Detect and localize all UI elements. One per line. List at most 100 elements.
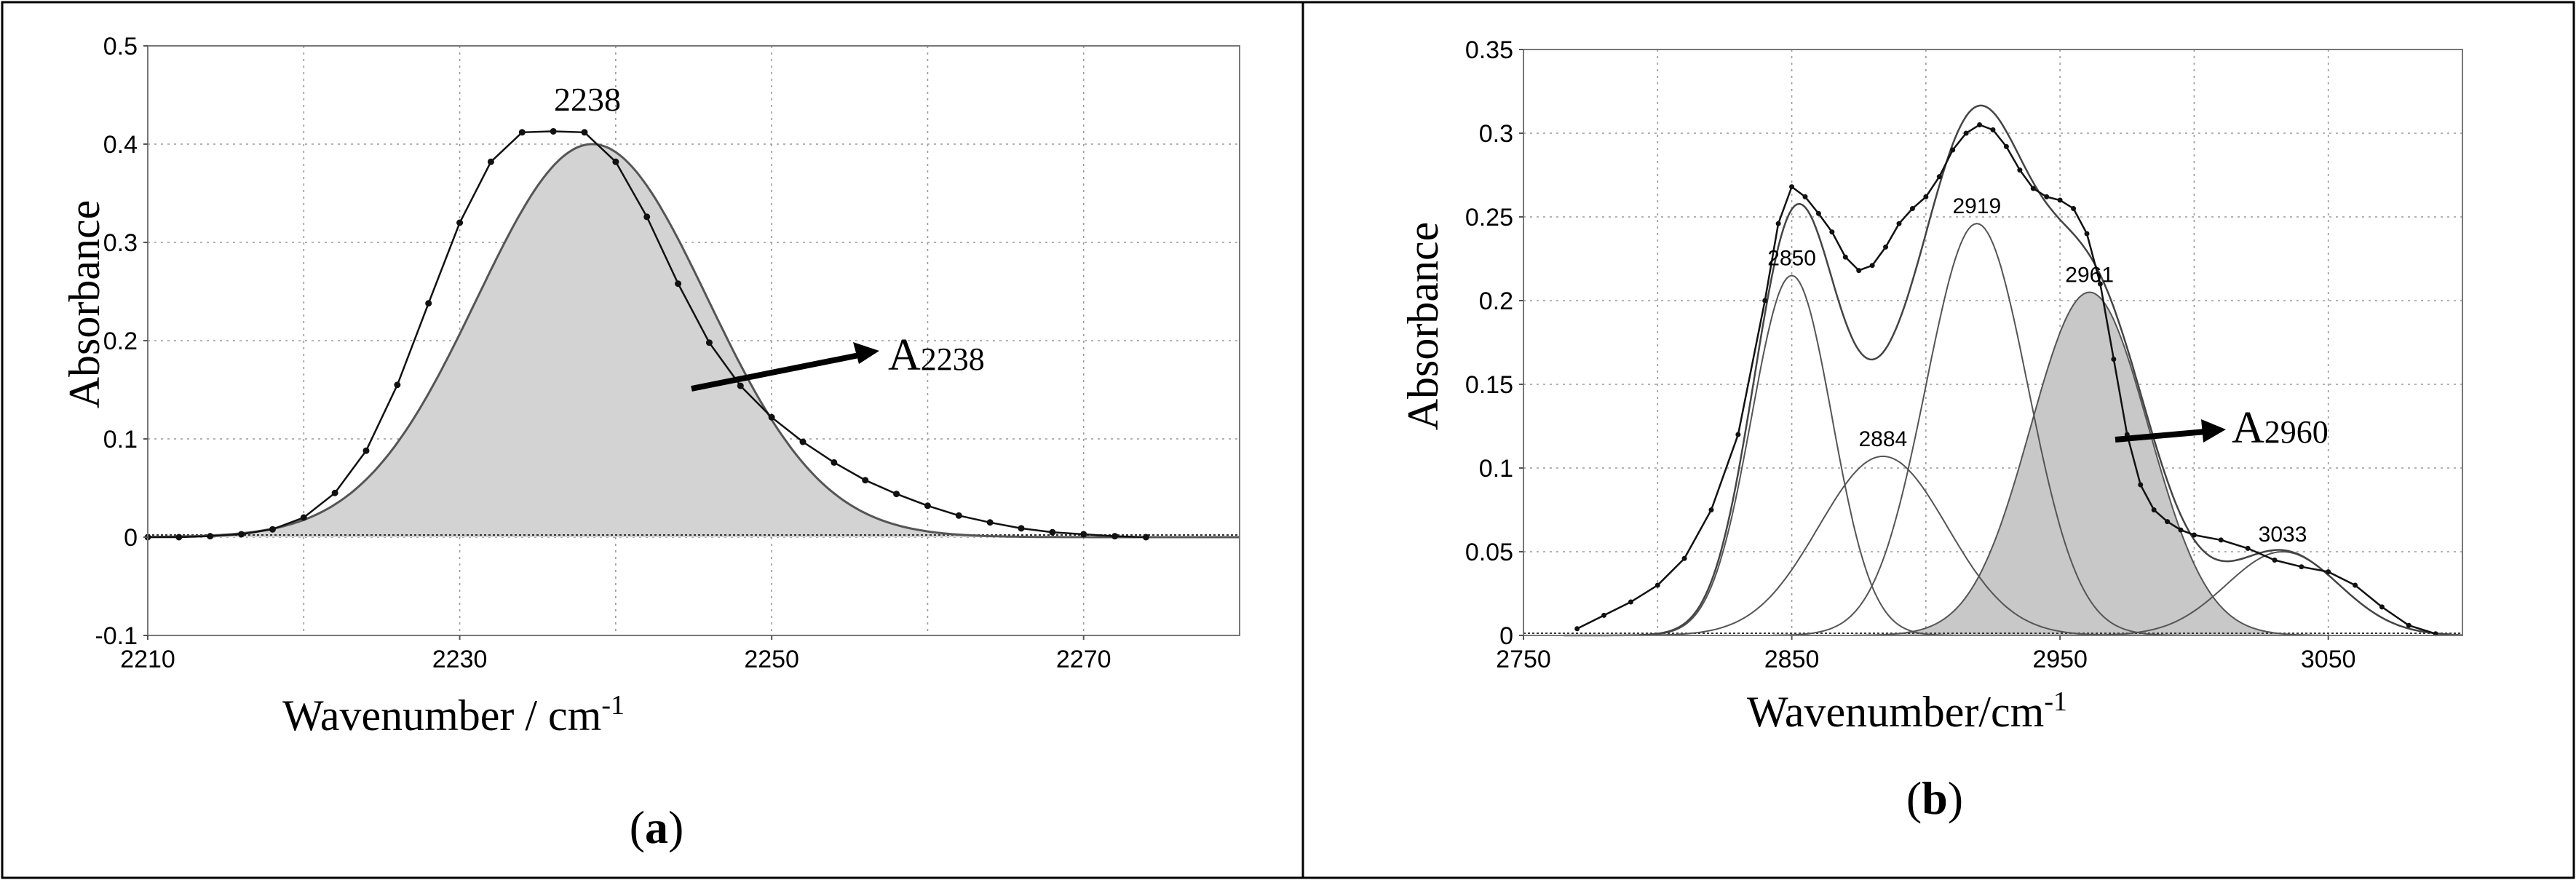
y-tick-label: 0.1 [103,426,138,453]
panel-a-arrow-head [853,342,879,364]
y-tick-label: 0.2 [1479,288,1513,315]
panel-b-label: (b) [1906,772,1963,824]
data-point [675,280,682,288]
peak-label: 2961 [2065,263,2114,288]
data-point [612,158,619,165]
y-tick-label: 0.3 [103,229,138,257]
x-tick-label: 2850 [1764,646,1820,673]
data-point [1950,147,1956,153]
data-point [2097,281,2103,287]
data-point [269,526,276,533]
data-point [1909,206,1915,211]
data-point [2003,143,2009,149]
peak-label: 2884 [1859,427,1908,451]
y-tick-label: 0.5 [103,33,138,60]
panel-a-fitted-band [147,143,1240,539]
y-tick-label: 0.3 [1479,120,1513,148]
data-point [2057,197,2063,203]
data-point [2326,569,2331,575]
peak-label: 2850 [1767,247,1816,271]
data-point [1829,229,1835,235]
data-point [1923,194,1929,199]
fitted-band-curve [1853,291,2326,636]
data-point [1018,525,1025,532]
data-point [2353,582,2358,588]
y-tick-label: -0.1 [95,622,138,650]
y-tick-label: 0.2 [103,328,138,355]
data-point [1869,263,1875,269]
panel-b-data-points [1574,122,2438,637]
data-point [2299,564,2304,570]
y-tick-label: 0.4 [103,131,138,159]
panel-a-x-axis-title: Wavenumber / cm-1 [282,690,625,740]
data-point [924,502,931,510]
data-point [2218,537,2224,543]
panel-b-fitted-bands [1625,223,2463,636]
data-point [175,534,183,541]
panel-b-shaded-band-2961 [1842,292,2338,635]
data-point [1574,626,1580,632]
data-point [2165,519,2171,525]
data-point [2084,231,2090,237]
y-tick-label: 0 [124,524,138,552]
peak-label: 3033 [2259,523,2307,547]
panel-a-annotations: 2238 [554,81,621,118]
panel-a: -0.1 0 0.1 0.2 0.3 0.4 0.5 2210 2230 2250 2270 22… [60,33,1240,853]
data-point [1735,432,1741,437]
data-point [2245,545,2251,551]
data-point [2272,558,2278,563]
panel-a-x-ticks: 2210 2230 2250 2270 [120,635,1111,673]
data-point [1111,533,1119,540]
panel-b-y-ticks: 0 0.05 0.1 0.15 0.2 0.25 0.3 0.35 [1465,36,1523,650]
data-point [1856,268,1862,274]
data-point [831,459,838,466]
data-point [362,447,370,454]
data-point [518,129,526,136]
y-tick-label: 0.05 [1465,539,1513,566]
data-point [2044,194,2050,199]
data-point [1080,531,1087,538]
x-tick-label: 3050 [2301,646,2356,673]
y-tick-label: 0.35 [1465,36,1513,64]
data-point [986,519,994,526]
panel-a-y-ticks: -0.1 0 0.1 0.2 0.3 0.4 0.5 [95,33,148,650]
data-point [1681,555,1687,561]
data-point [1762,298,1768,304]
panel-b-y-axis-title: Absorbance [1399,222,1447,431]
fitted-band-curve [1625,455,2141,636]
data-point [2191,532,2197,538]
data-point [1977,122,1983,127]
panel-a-label: (a) [630,801,684,853]
data-point [238,531,245,538]
x-tick-label: 2210 [120,646,175,673]
data-point [1842,254,1848,260]
panel-b-x-ticks: 2750 2850 2950 3050 [1496,635,2356,673]
data-point [331,489,338,496]
y-tick-label: 0.1 [1479,455,1513,483]
panel-b: 0 0.05 0.1 0.15 0.2 0.25 0.3 0.35 2750 2850 2950 3… [1399,36,2463,824]
data-point [1990,127,1996,132]
data-point [1142,534,1149,541]
data-point [2151,507,2157,512]
data-point [487,158,494,165]
y-tick-label: 0.15 [1465,371,1513,399]
data-point [550,127,557,135]
data-point [1654,582,1660,588]
panel-b-plot-frame [1523,49,2463,636]
x-tick-label: 2270 [1056,646,1111,673]
fitted-band-curve [1630,274,1953,636]
panel-a-y-axis-title: Absorbance [60,200,108,409]
panel-b-arrow-head [2201,419,2226,443]
data-point [1708,507,1714,512]
data-point [2178,527,2184,533]
data-point [1802,194,1808,199]
data-point [1601,612,1607,618]
panel-b-fitted-envelope [1564,104,2449,637]
y-tick-label: 0.25 [1465,204,1513,231]
data-point [862,477,869,484]
data-point [799,438,807,445]
data-point [1963,130,1969,136]
panel-a-area-arrow [691,352,860,392]
